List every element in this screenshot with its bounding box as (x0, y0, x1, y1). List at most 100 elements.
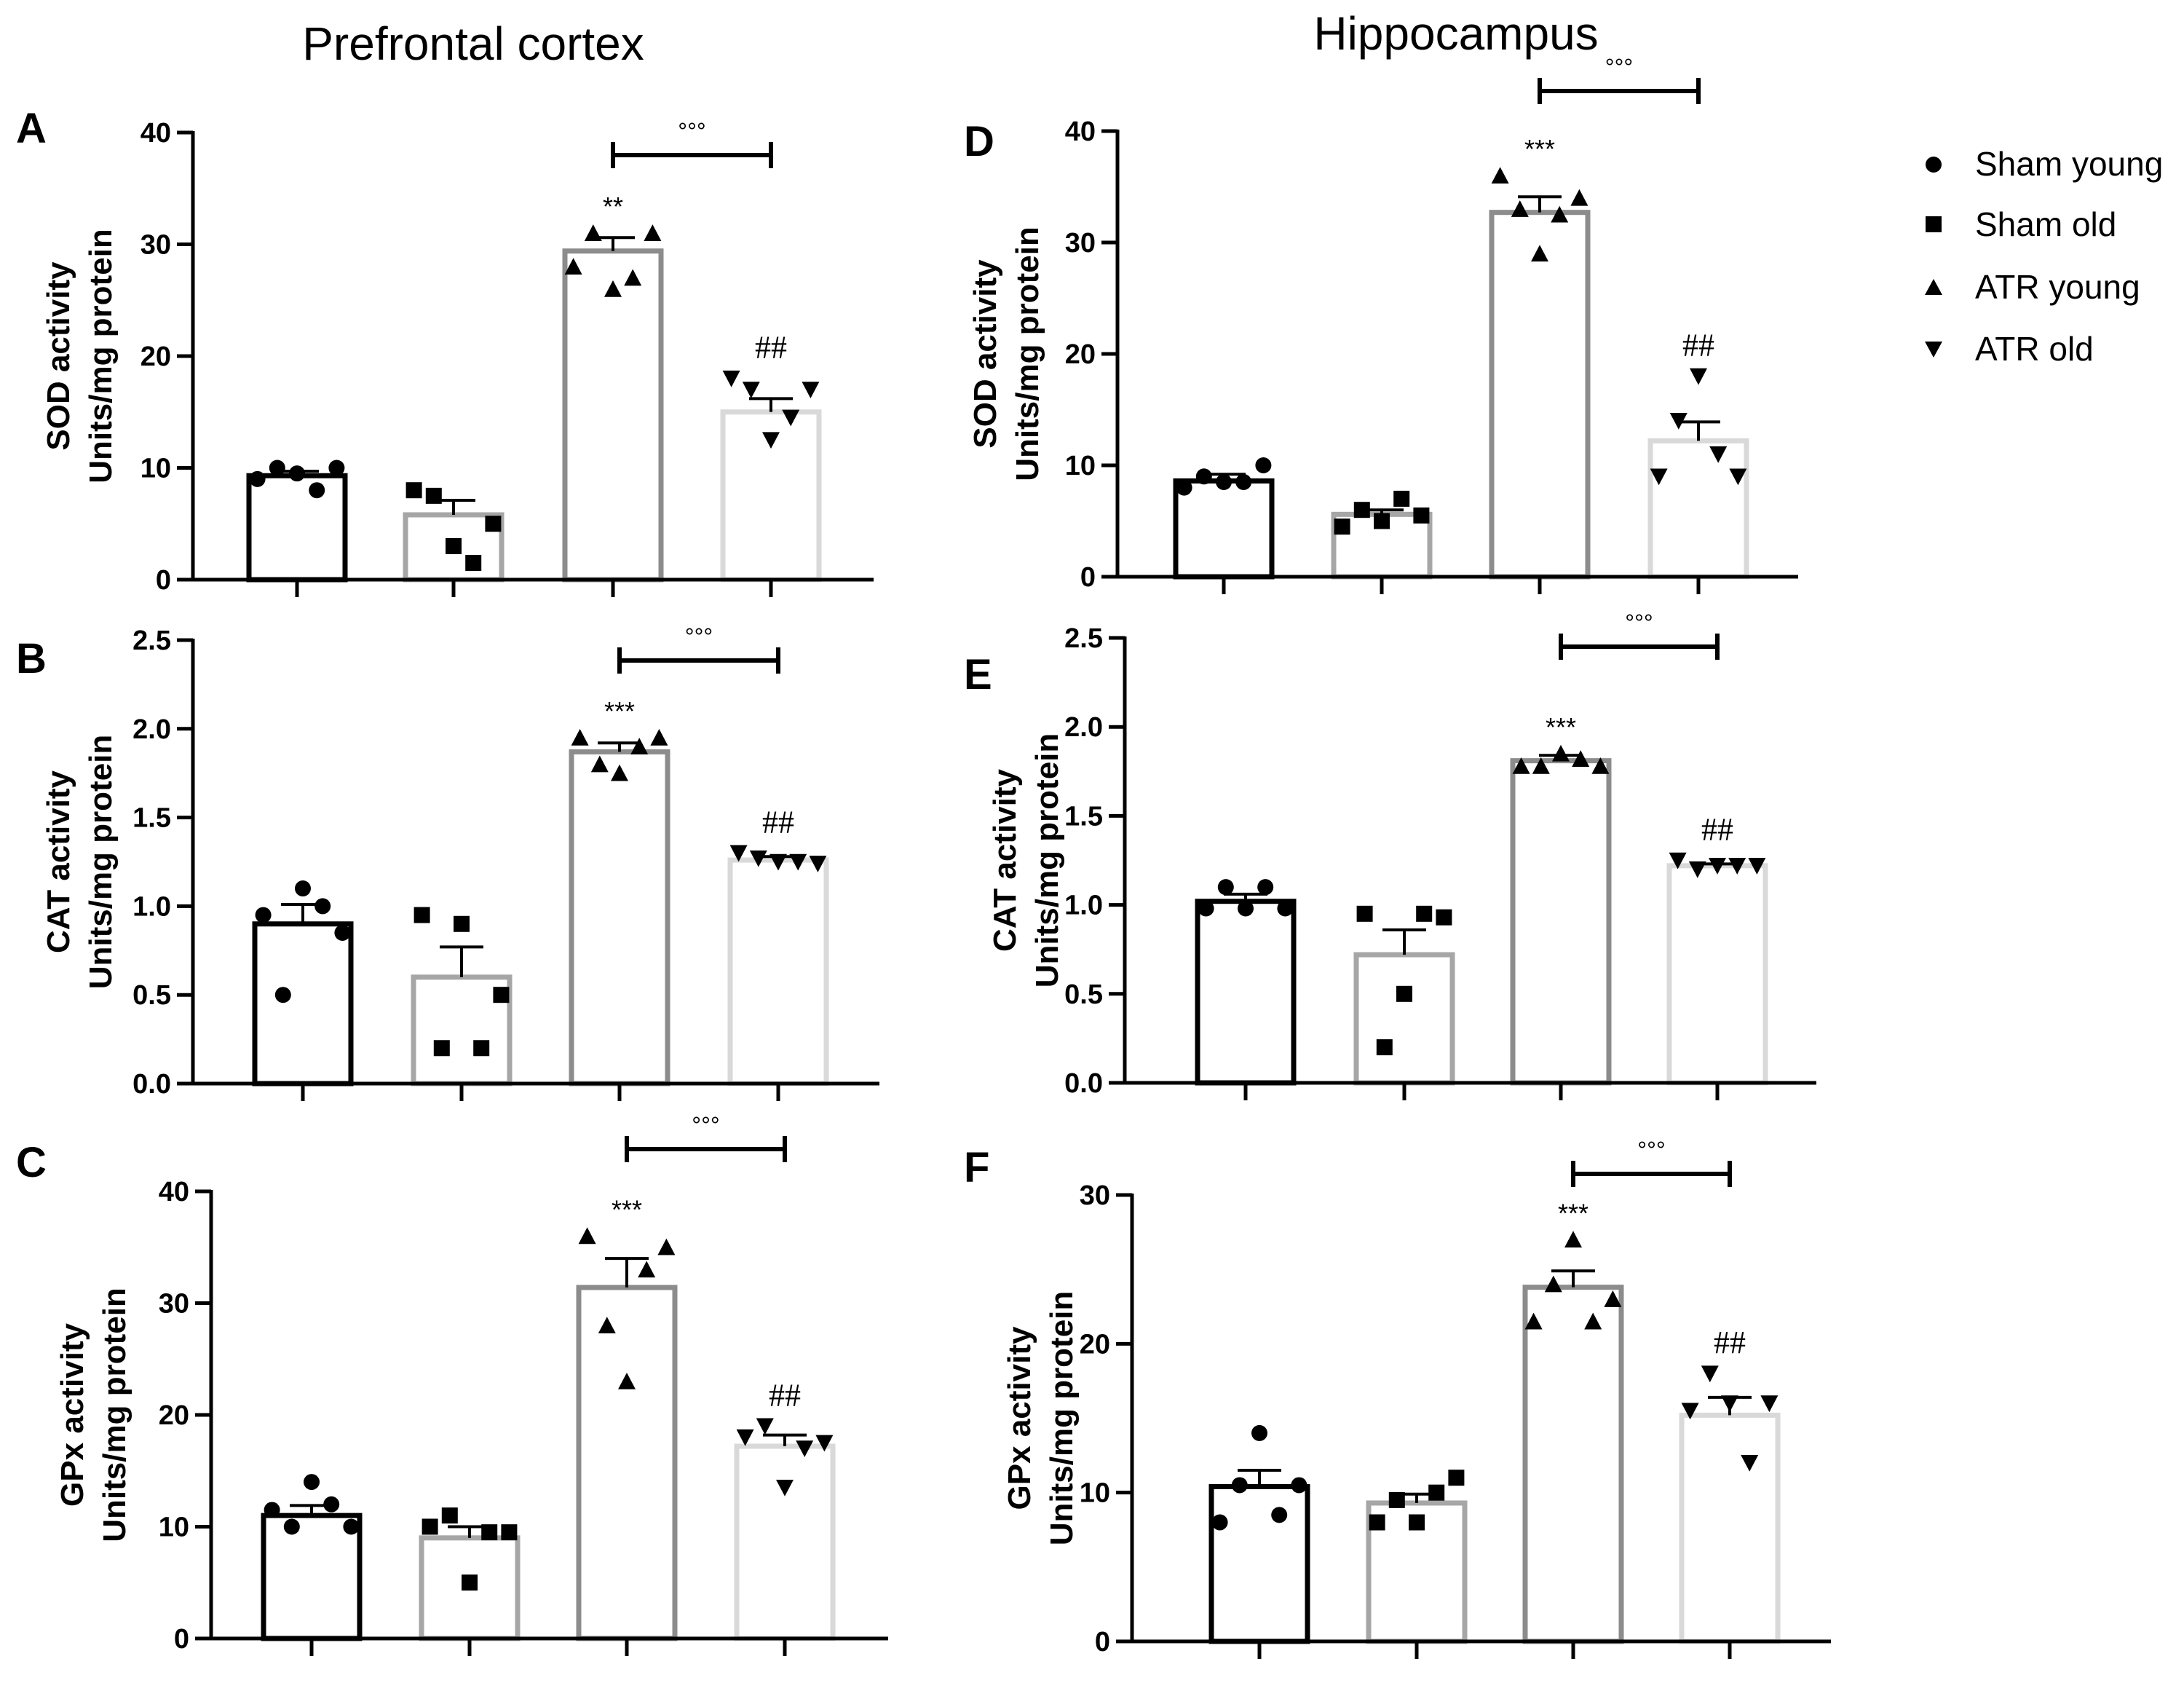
significance-label: ## (1682, 328, 1714, 363)
y-tick-label: 20 (1065, 339, 1096, 370)
y-axis-label: GPx activity Units/mg protein (1002, 1291, 1080, 1546)
data-point (756, 1418, 774, 1435)
data-point (657, 1238, 676, 1255)
y-axis-label-line: CAT activity (987, 768, 1023, 952)
data-point (425, 487, 442, 504)
data-point (1552, 744, 1570, 762)
data-point (264, 1502, 280, 1518)
data-point (796, 1440, 814, 1458)
data-point (1271, 1507, 1288, 1523)
y-axis-label-line: Units/mg protein (1010, 226, 1045, 481)
data-point (1195, 468, 1212, 485)
significance-label: ## (1714, 1325, 1746, 1360)
y-tick-label: 30 (1080, 1180, 1110, 1211)
data-point (1721, 1395, 1738, 1413)
data-point (473, 1040, 490, 1057)
y-tick-label: 10 (159, 1513, 189, 1543)
bar (562, 248, 664, 583)
data-point (1532, 757, 1550, 774)
legend-marker-triangle-up (1925, 279, 1942, 295)
significance-label: ## (1701, 812, 1733, 848)
y-tick-label: 0.0 (1064, 1068, 1103, 1099)
significance-label: *** (1558, 1198, 1588, 1228)
data-point (1591, 757, 1610, 774)
data-point (493, 987, 510, 1003)
data-point (1216, 473, 1232, 490)
legend-marker-square (1926, 216, 1942, 232)
y-axis-label-line: CAT activity (41, 770, 76, 953)
data-point (564, 258, 582, 275)
data-point (1376, 1039, 1393, 1056)
data-point (274, 987, 291, 1003)
legend-label: ATR old (1975, 330, 2094, 368)
legend-marker-triangle-down (1925, 342, 1942, 358)
data-point (611, 764, 628, 781)
panel-letter: A (16, 105, 47, 152)
data-point (1584, 1312, 1602, 1330)
data-point (776, 1479, 794, 1496)
data-point (630, 738, 649, 754)
y-tick-label: 10 (1080, 1478, 1110, 1509)
data-point (1257, 879, 1274, 896)
y-tick-label: 1.0 (132, 891, 171, 922)
y-axis-label-line: Units/mg protein (83, 735, 119, 990)
data-point (1217, 879, 1234, 896)
y-axis-label-line: SOD activity (41, 261, 76, 451)
y-tick-label: 20 (1080, 1329, 1110, 1360)
data-point (789, 853, 807, 871)
panel-e: E CAT activity Units/mg protein *** ## 0.0 0.5… (964, 610, 1816, 1100)
data-point (584, 224, 602, 241)
data-point (736, 1429, 754, 1446)
data-point (462, 1574, 478, 1591)
legend-item-atr-young: ATR young (1925, 268, 2140, 306)
data-point (1728, 858, 1746, 875)
data-point (1211, 1514, 1228, 1531)
y-tick-label: 0.5 (1064, 979, 1103, 1010)
bar (576, 1285, 678, 1641)
y-axis-label-line: Units/mg protein (1044, 1291, 1080, 1546)
bar (1666, 863, 1768, 1086)
data-point (1511, 200, 1529, 217)
y-axis-label: CAT activity Units/mg protein (987, 733, 1065, 988)
y-tick-label: 1.0 (1064, 891, 1103, 921)
bar (1353, 952, 1455, 1086)
data-point (1251, 1424, 1267, 1441)
data-point (638, 1261, 656, 1278)
y-tick-label: 2.0 (132, 714, 171, 745)
data-point (1512, 757, 1530, 774)
data-point (1564, 1231, 1582, 1248)
data-point (749, 850, 767, 867)
data-point (1570, 189, 1588, 206)
data-point (1231, 1477, 1248, 1494)
data-point (255, 907, 272, 923)
panel-letter: E (964, 651, 992, 698)
y-tick-label: 0.5 (132, 980, 171, 1011)
y-axis-label: CAT activity Units/mg protein (41, 735, 119, 990)
data-point (454, 915, 470, 932)
bar (1522, 1285, 1624, 1644)
y-axis-label-line: SOD activity (968, 259, 1003, 449)
data-point (465, 554, 482, 571)
legend: Sham young Sham old ATR young ATR old (1925, 145, 2163, 368)
comparison-label: °°° (1637, 1137, 1665, 1163)
data-point (1669, 852, 1687, 869)
panel-d: D SOD activity Units/mg protein *** ## 0 10 20 3… (964, 54, 1798, 594)
data-point (571, 728, 589, 746)
panel-letter: F (964, 1144, 989, 1191)
bar (1510, 758, 1612, 1086)
panel-letter: B (16, 635, 47, 682)
data-point (1604, 1290, 1622, 1307)
y-axis-label-line: GPx activity (1002, 1326, 1037, 1510)
y-tick-label: 40 (141, 118, 171, 149)
data-point (249, 470, 266, 487)
bar (1195, 899, 1297, 1086)
bar (1173, 478, 1275, 580)
legend-label: Sham young (1975, 145, 2163, 183)
y-tick-label: 20 (141, 342, 171, 372)
bar (252, 921, 354, 1086)
data-point (1741, 1455, 1759, 1472)
data-point (1291, 1477, 1307, 1494)
bar (1489, 210, 1591, 580)
data-point (334, 924, 351, 941)
